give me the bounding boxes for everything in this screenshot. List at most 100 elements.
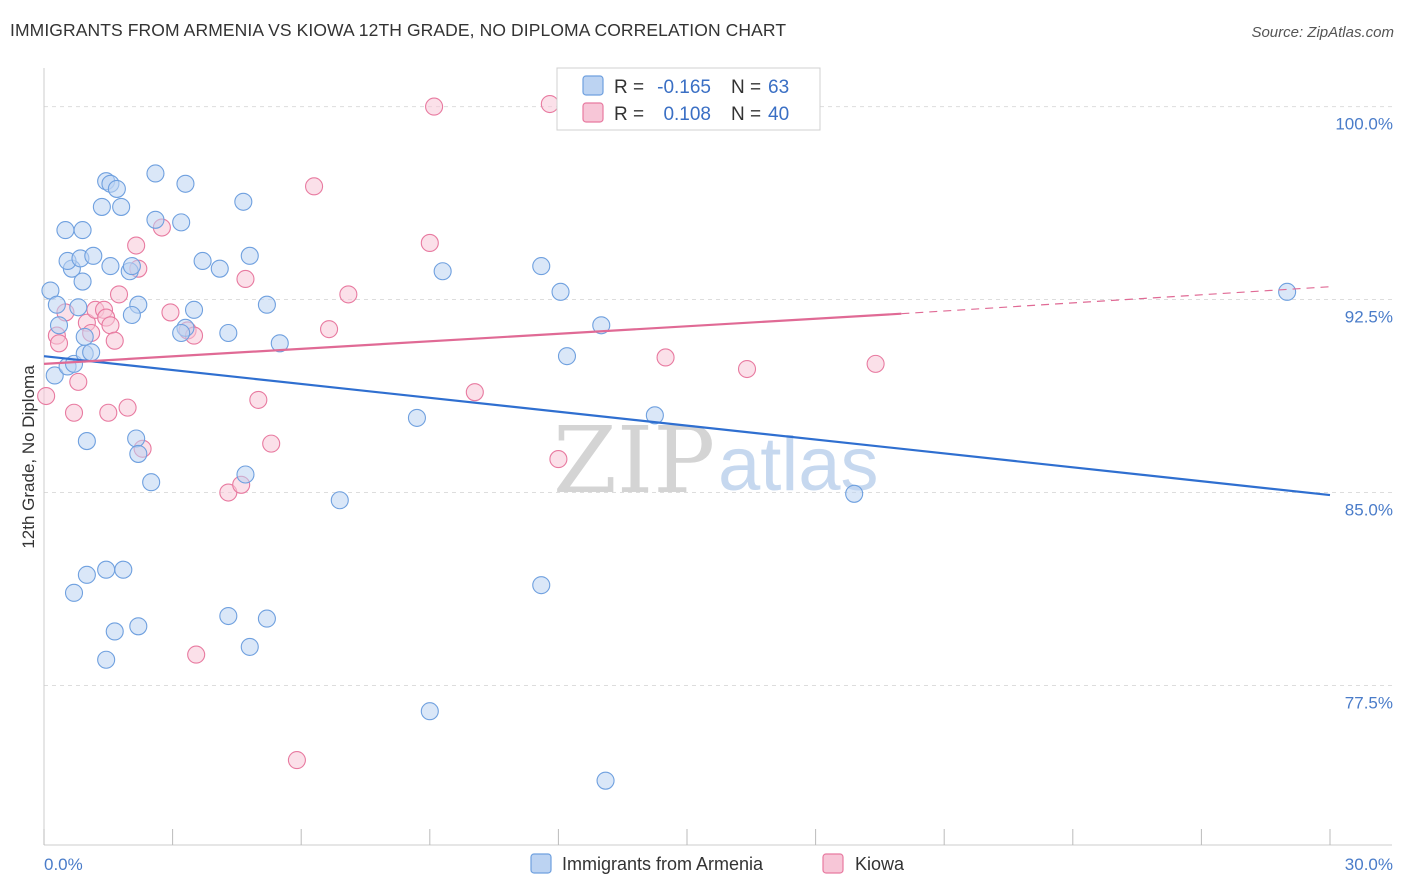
watermark-zip: ZIP (553, 407, 715, 514)
kiowa-point (69, 372, 88, 391)
kiowa-point (549, 450, 568, 469)
legend-n-label-1: N = (731, 77, 761, 98)
legend-r-value-1: -0.165 (657, 77, 711, 98)
armenia-trend-line (43, 355, 1331, 497)
armenia-point (92, 197, 111, 216)
armenia-point (645, 406, 664, 425)
kiowa-point (305, 177, 324, 196)
kiowa-point (187, 645, 206, 664)
kiowa-point (127, 236, 146, 255)
armenia-point (127, 429, 146, 448)
armenia-point (184, 300, 204, 319)
kiowa-point (287, 751, 306, 770)
kiowa-point (866, 354, 885, 373)
armenia-point (73, 221, 92, 240)
armenia-point (551, 282, 570, 301)
chart-title: IMMIGRANTS FROM ARMENIA VS KIOWA 12TH GR… (10, 20, 787, 40)
kiowa-point (49, 334, 69, 353)
kiowa-point (737, 359, 757, 379)
armenia-point (234, 192, 253, 211)
kiowa-point (109, 285, 129, 304)
armenia-point (105, 622, 124, 641)
legend-n-label-2: N = (731, 104, 761, 125)
armenia-point (146, 210, 165, 229)
kiowa-point (105, 331, 124, 350)
armenia-point (129, 444, 148, 463)
armenia-point (330, 491, 349, 510)
armenia-point (407, 408, 426, 427)
armenia-point (73, 272, 92, 291)
armenia-point (257, 295, 276, 314)
armenia-point (210, 259, 229, 278)
armenia-point (122, 305, 141, 325)
armenia-point (270, 334, 289, 353)
armenia-point (1278, 282, 1297, 301)
armenia-point (596, 771, 615, 790)
armenia-point (176, 174, 195, 193)
bottom-legend-swatch-kiowa (822, 853, 844, 874)
kiowa-point (161, 303, 180, 322)
armenia-point (433, 262, 452, 281)
kiowa-trend-line (43, 312, 902, 365)
axes (43, 68, 1392, 846)
x-ticks (43, 829, 1331, 845)
armenia-point (240, 637, 259, 656)
bottom-legend-swatch-armenia (530, 853, 552, 874)
y-tick-label: 100.0% (1335, 115, 1393, 134)
armenia-point (532, 576, 551, 595)
legend-r-label-1: R = (614, 77, 644, 98)
kiowa-point (262, 434, 281, 453)
armenia-point (64, 583, 84, 602)
legend-n-value-1: 63 (768, 77, 789, 98)
source-credit: Source: ZipAtlas.com (1251, 24, 1394, 41)
armenia-point (77, 432, 96, 451)
armenia-point (114, 560, 133, 579)
kiowa-point (99, 403, 118, 422)
armenia-point (69, 298, 88, 317)
armenia-point (75, 327, 94, 346)
legend-r-label-2: R = (614, 104, 644, 125)
legend-swatch-armenia (582, 75, 604, 96)
legend-n-value-2: 40 (768, 104, 789, 125)
legend-box: R = -0.165 N = 63 R = 0.108 N = 40 (556, 67, 821, 131)
x-tick-label-min: 0.0% (44, 855, 83, 874)
trend-lines (43, 286, 1331, 497)
armenia-points (41, 164, 1297, 790)
kiowa-point (118, 398, 137, 417)
armenia-point (56, 221, 75, 240)
kiowa-point (420, 233, 439, 253)
kiowa-point (320, 320, 339, 339)
armenia-point (193, 251, 212, 271)
armenia-point (129, 617, 148, 636)
bottom-legend-label-armenia: Immigrants from Armenia (562, 854, 764, 874)
kiowa-point (101, 316, 120, 335)
kiowa-point (656, 348, 675, 367)
legend-r-value-2: 0.108 (663, 104, 711, 125)
kiowa-point (249, 390, 268, 409)
armenia-point (219, 606, 238, 626)
y-tick-label: 77.5% (1345, 693, 1393, 712)
armenia-point (142, 473, 161, 492)
armenia-point (47, 295, 66, 314)
kiowa-point (37, 386, 56, 406)
armenia-point (112, 197, 131, 216)
armenia-point (236, 465, 255, 484)
y-tick-label: 92.5% (1345, 308, 1393, 327)
legend-swatch-kiowa (582, 102, 604, 123)
armenia-point (97, 650, 116, 669)
armenia-point (845, 484, 864, 503)
kiowa-point (236, 269, 255, 289)
kiowa-point (339, 285, 358, 304)
bottom-legend: Immigrants from Armenia Kiowa (530, 853, 905, 874)
bottom-legend-label-kiowa: Kiowa (855, 854, 905, 874)
armenia-point (84, 246, 103, 265)
y-tick-label: 85.0% (1345, 501, 1393, 520)
armenia-point (97, 560, 116, 579)
armenia-point (219, 323, 238, 343)
armenia-point (122, 257, 141, 276)
armenia-point (107, 179, 126, 198)
armenia-point (532, 257, 551, 276)
armenia-point (240, 246, 259, 265)
armenia-point (77, 565, 96, 584)
